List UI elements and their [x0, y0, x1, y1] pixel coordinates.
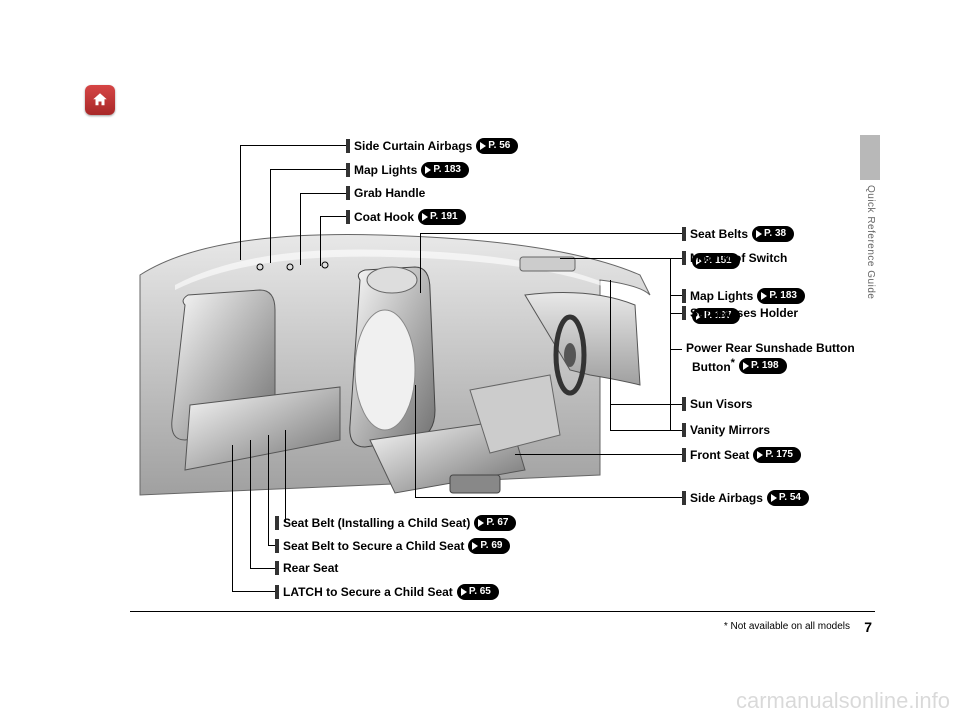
page-ref-pill[interactable]: P. 183 — [421, 162, 469, 178]
label-text: LATCH to Secure a Child Seat — [283, 585, 453, 599]
label-moonroof-switch: Moonroof Switch P. 151 — [682, 251, 740, 270]
leader-line — [250, 440, 251, 568]
bullet-icon — [682, 448, 686, 462]
label-text: Side Curtain Airbags — [354, 139, 472, 153]
home-button[interactable] — [85, 85, 115, 115]
leader-line — [420, 233, 682, 234]
leader-line — [670, 295, 682, 296]
label-text: Moonroof Switch — [690, 251, 787, 265]
page-ref-pill[interactable]: P. 183 — [757, 288, 805, 304]
bullet-icon — [275, 585, 279, 599]
page-ref-pill[interactable]: P. 175 — [753, 447, 801, 463]
label-seat-belt-secure-child: Seat Belt to Secure a Child Seat P. 69 — [275, 538, 510, 554]
bullet-icon — [682, 306, 686, 320]
label-map-lights-right: Map Lights P. 183 — [682, 288, 805, 304]
label-text: Coat Hook — [354, 210, 414, 224]
leader-line — [670, 313, 682, 314]
bullet-icon — [682, 251, 686, 265]
page-ref-pill[interactable]: P. 191 — [418, 209, 466, 225]
leader-line — [515, 454, 682, 455]
footnote-text: * Not available on all models — [724, 621, 850, 632]
leader-line — [610, 280, 611, 431]
leader-line — [320, 216, 346, 217]
bullet-icon — [275, 516, 279, 530]
bullet-icon — [346, 210, 350, 224]
label-sunglasses-holder: Sunglasses Holder P. 197 — [682, 306, 740, 325]
watermark-text: carmanualsonline.info — [736, 688, 950, 714]
leader-line — [670, 349, 682, 350]
leader-line — [270, 169, 271, 263]
leader-line — [240, 145, 241, 260]
label-coat-hook: Coat Hook P. 191 — [346, 209, 466, 225]
interior-diagram — [130, 225, 660, 505]
bullet-icon — [682, 289, 686, 303]
bullet-icon — [682, 227, 686, 241]
label-side-airbags: Side Airbags P. 54 — [682, 490, 809, 506]
label-text: Side Airbags — [690, 491, 763, 505]
page-container: Quick Reference Guide — [0, 0, 960, 722]
leader-line — [610, 404, 682, 405]
home-icon — [91, 91, 109, 109]
label-text: Seat Belt to Secure a Child Seat — [283, 539, 464, 553]
section-title: Quick Reference Guide — [865, 185, 876, 299]
label-rear-seat: Rear Seat — [275, 561, 338, 575]
leader-line — [232, 445, 233, 591]
leader-line — [232, 591, 275, 592]
page-ref-pill[interactable]: P. 67 — [474, 515, 516, 531]
label-text: Rear Seat — [283, 561, 338, 575]
label-map-lights-top: Map Lights P. 183 — [346, 162, 469, 178]
leader-line — [270, 169, 346, 170]
leader-line — [268, 435, 269, 545]
label-grab-handle: Grab Handle — [346, 186, 425, 200]
bullet-icon — [346, 186, 350, 200]
leader-line — [320, 216, 321, 266]
page-ref-pill[interactable]: P. 56 — [476, 138, 518, 154]
leader-line — [250, 568, 275, 569]
bullet-icon — [275, 561, 279, 575]
label-power-rear-sunshade: Power Rear Sunshade Button Button* P. 19… — [682, 341, 855, 374]
label-vanity-mirrors: Vanity Mirrors — [682, 423, 770, 437]
label-text: Sun Visors — [690, 397, 752, 411]
page-ref-pill[interactable]: P. 198 — [739, 358, 787, 374]
label-text: Front Seat — [690, 448, 749, 462]
leader-line — [420, 233, 421, 293]
bullet-icon — [346, 139, 350, 153]
leader-line — [560, 258, 682, 259]
label-text: Grab Handle — [354, 186, 425, 200]
label-text: Vanity Mirrors — [690, 423, 770, 437]
leader-line — [240, 145, 346, 146]
page-ref-pill[interactable]: P. 38 — [752, 226, 794, 242]
page-ref-pill[interactable]: P. 54 — [767, 490, 809, 506]
leader-line — [415, 385, 416, 497]
label-text: Sunglasses Holder — [690, 306, 798, 320]
label-front-seat: Front Seat P. 175 — [682, 447, 801, 463]
page-number: 7 — [864, 619, 872, 635]
label-text: Map Lights — [690, 289, 753, 303]
label-seat-belt-child: Seat Belt (Installing a Child Seat) P. 6… — [275, 515, 516, 531]
leader-line — [300, 193, 346, 194]
label-text: Seat Belt (Installing a Child Seat) — [283, 516, 470, 530]
bullet-icon — [682, 397, 686, 411]
page-ref-pill[interactable]: P. 69 — [468, 538, 510, 554]
label-text: Power Rear Sunshade Button — [686, 341, 855, 355]
bullet-icon — [682, 423, 686, 437]
leader-line — [300, 193, 301, 265]
page-ref-pill[interactable]: P. 65 — [457, 584, 499, 600]
leader-line — [268, 545, 275, 546]
label-seat-belts: Seat Belts P. 38 — [682, 226, 794, 242]
label-sub: Button* — [692, 357, 735, 374]
leader-line — [610, 430, 682, 431]
leader-line — [415, 497, 682, 498]
section-tab — [860, 135, 880, 180]
bullet-icon — [682, 491, 686, 505]
label-text: Seat Belts — [690, 227, 748, 241]
bullet-icon — [275, 539, 279, 553]
label-side-curtain-airbags: Side Curtain Airbags P. 56 — [346, 138, 518, 154]
label-sun-visors: Sun Visors — [682, 397, 752, 411]
footer-rule — [130, 611, 875, 612]
leader-line — [285, 430, 286, 522]
bullet-icon — [346, 163, 350, 177]
label-text: Map Lights — [354, 163, 417, 177]
label-latch-child: LATCH to Secure a Child Seat P. 65 — [275, 584, 499, 600]
